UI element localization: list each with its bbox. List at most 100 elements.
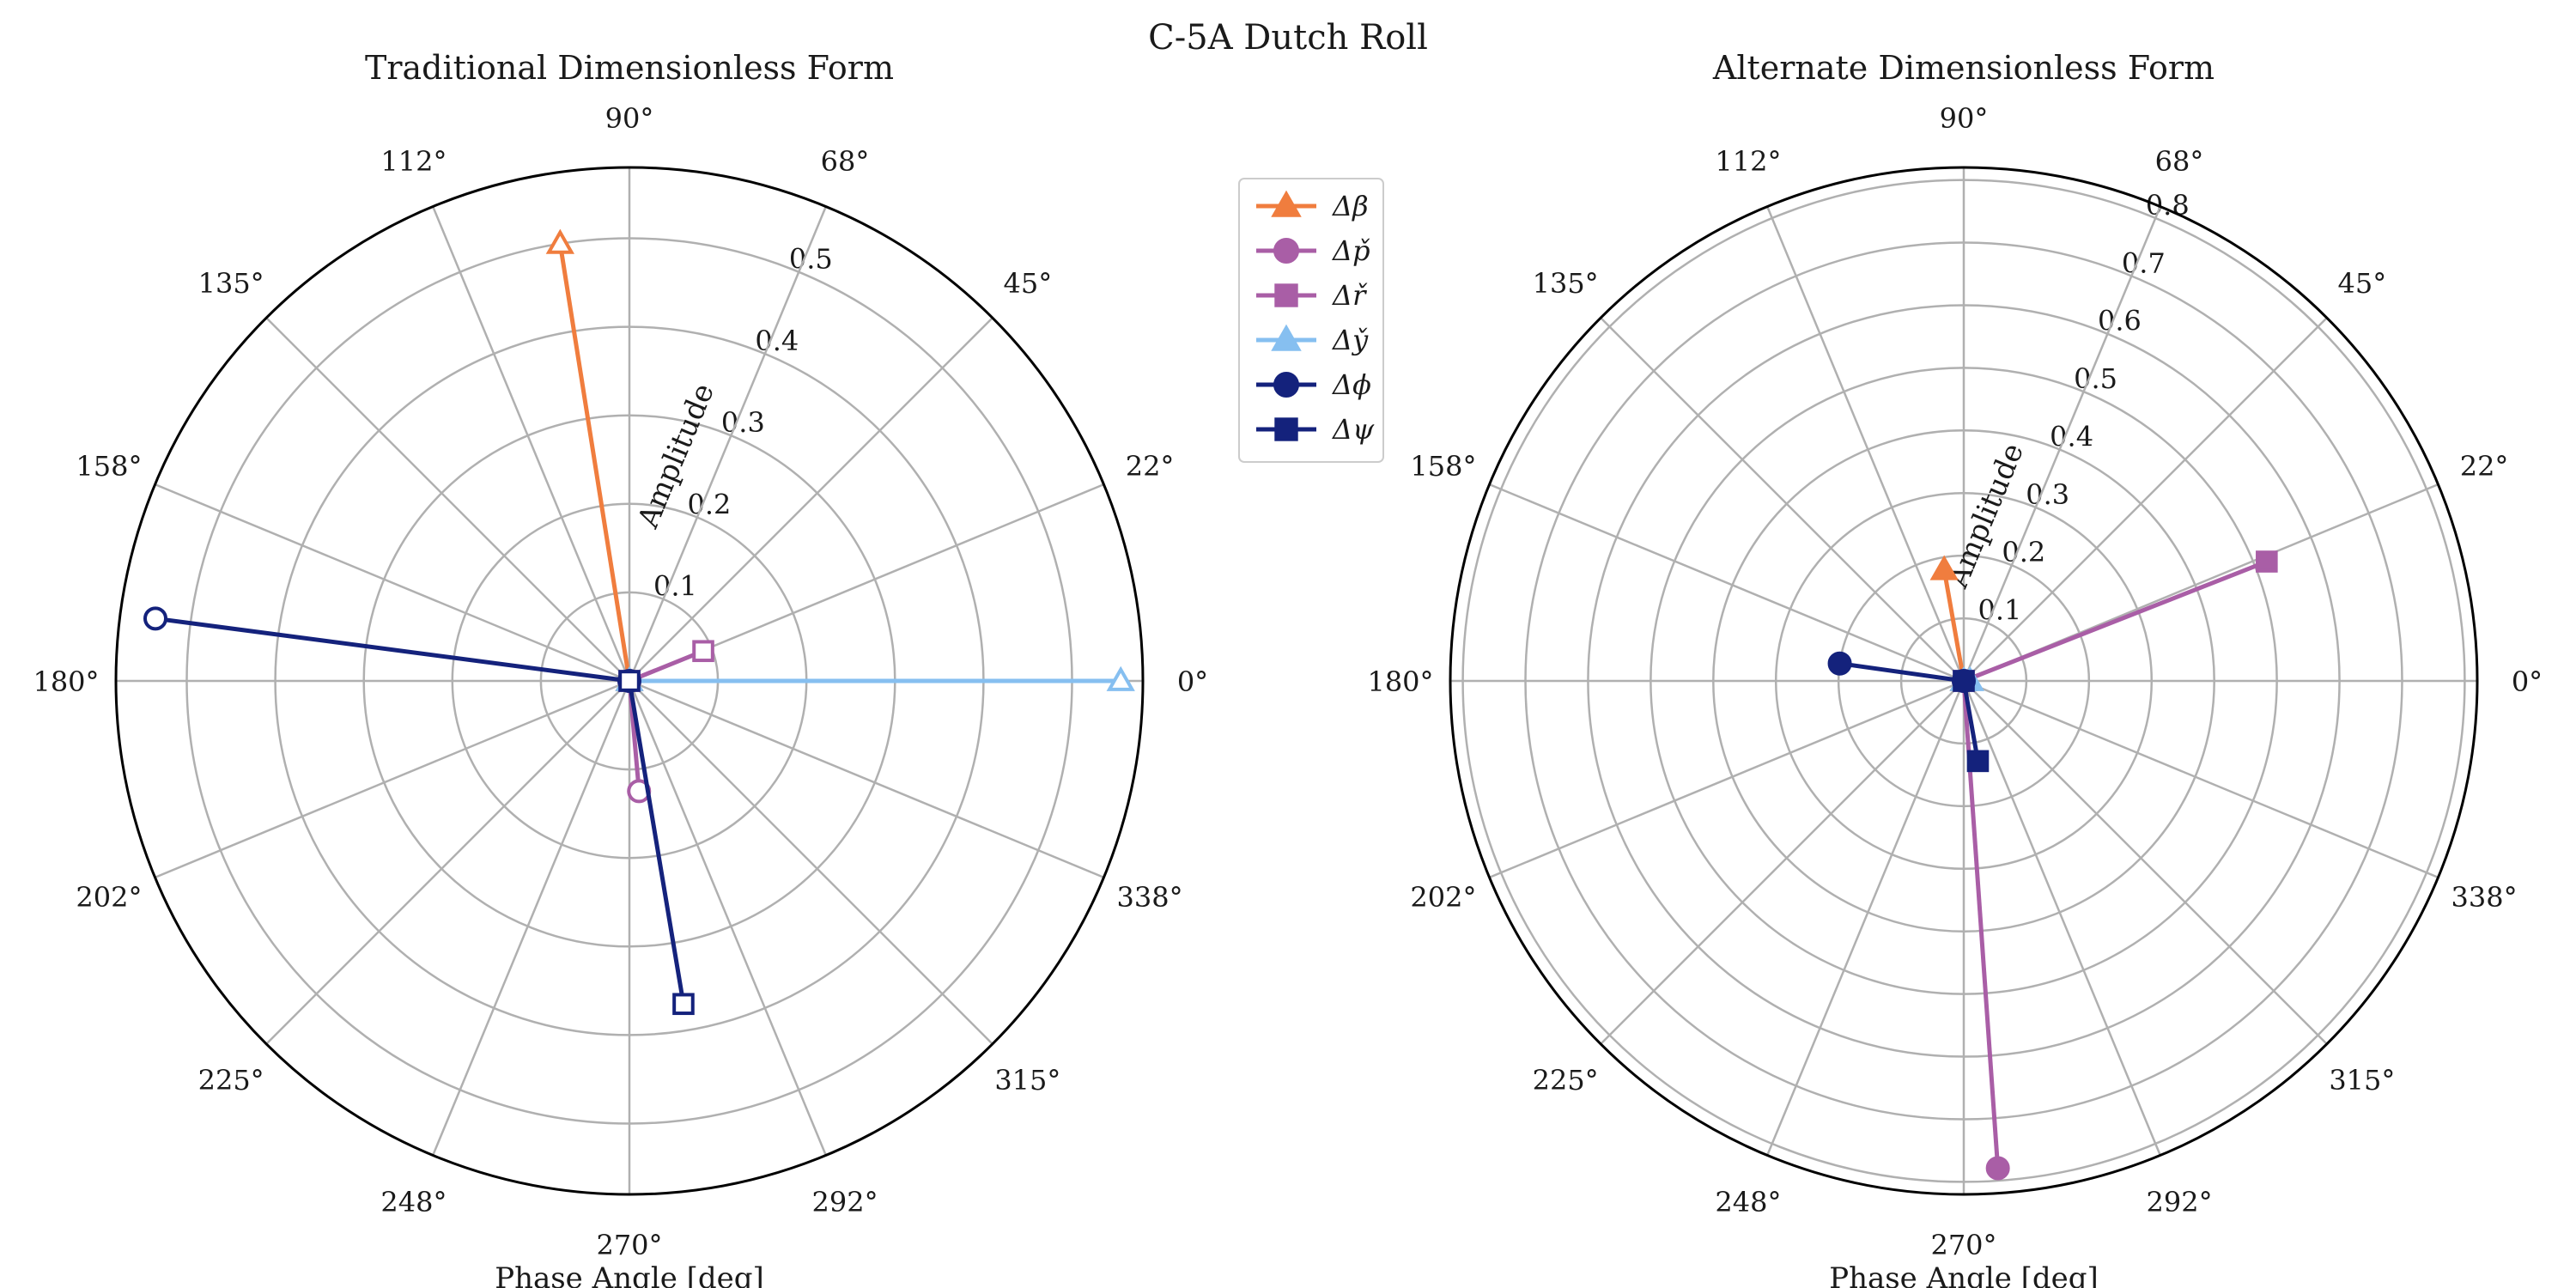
figure-title: C-5A Dutch Roll	[1148, 18, 1428, 58]
angle-tick-label: 112°	[1715, 145, 1781, 178]
point-marker-psi	[1966, 750, 1990, 773]
angular-gridline	[432, 680, 631, 1156]
angular-gridline	[1600, 317, 1965, 682]
angle-tick-label: 45°	[1004, 267, 1053, 300]
legend-marker-p	[1273, 238, 1299, 264]
series-line-r	[1963, 559, 2268, 683]
point-marker-r	[2256, 550, 2278, 573]
angle-tick-label: 315°	[994, 1064, 1060, 1097]
angle-tick-label: 135°	[198, 267, 264, 300]
angular-gridline	[1766, 680, 1965, 1156]
legend: Δβ Δp̌ Δř Δy̌ Δϕ Δψ	[1238, 178, 1384, 463]
angular-gridline	[629, 680, 993, 1045]
angular-gridline	[432, 206, 631, 682]
radial-tick-label: 0.4	[755, 325, 799, 357]
point-marker-psi	[672, 993, 695, 1016]
angular-gridline	[1963, 680, 2328, 1045]
legend-item-r: Δř	[1256, 279, 1368, 312]
angular-gridline	[1489, 679, 1965, 878]
angle-tick-label: 270°	[1930, 1229, 1996, 1261]
angle-tick-label: 158°	[76, 450, 142, 483]
radial-tick-label: 0.7	[2122, 246, 2166, 279]
polar-plot-alternate: 0.10.20.30.40.50.60.70.80°22°45°68°90°11…	[1367, 49, 2543, 1288]
legend-label: Δϕ	[1331, 368, 1371, 401]
angle-tick-label: 338°	[2451, 881, 2518, 914]
legend-label: Δψ	[1331, 413, 1375, 446]
legend-marker-beta	[1271, 190, 1302, 217]
legend-item-y: Δy̌	[1256, 324, 1369, 356]
angle-tick-label: 292°	[2147, 1186, 2213, 1218]
origin-marker-psi	[618, 670, 641, 692]
point-marker-p	[1985, 1156, 2010, 1181]
series-beta-traditional	[545, 228, 644, 691]
series-line-psi	[627, 680, 686, 1005]
series-line-r	[629, 648, 704, 683]
legend-label: Δp̌	[1331, 234, 1370, 267]
point-marker-r	[692, 640, 714, 663]
radial-axis-label: Amplitude	[1941, 439, 2031, 593]
angle-tick-label: 248°	[1715, 1186, 1781, 1218]
angular-gridline	[1766, 206, 1965, 682]
polar-plot-traditional: 0.1 0.2 0.3 0.4 0.5 0° 22° 45° 68° 90° 112° 135° 158…	[33, 49, 1208, 1288]
origin-marker-psi	[1953, 670, 1975, 692]
angle-tick-label: 112°	[380, 145, 447, 178]
legend-marker-r	[1274, 283, 1298, 307]
angle-tick-label: 0°	[2512, 665, 2543, 698]
angle-tick-label: 180°	[1367, 665, 1433, 698]
angle-tick-label: 90°	[1940, 102, 1989, 135]
angle-tick-label: 158°	[1410, 450, 1476, 483]
point-marker-phi	[1827, 651, 1852, 676]
angle-tick-label: 0°	[1177, 665, 1208, 698]
angle-tick-label: 225°	[198, 1064, 264, 1097]
series-p-alternate	[1952, 669, 2010, 1181]
angle-tick-label: 135°	[1533, 267, 1599, 300]
point-marker-y	[1106, 665, 1135, 691]
angular-gridline	[155, 483, 630, 683]
point-marker-beta	[1929, 555, 1959, 580]
angle-tick-label: 248°	[380, 1186, 447, 1218]
legend-marker-y	[1271, 324, 1302, 351]
angle-tick-label: 270°	[596, 1229, 662, 1261]
legend-label: Δř	[1331, 279, 1368, 312]
legend-item-psi: Δψ	[1256, 413, 1375, 446]
radial-tick-label: 0.1	[653, 570, 697, 603]
legend-label: Δβ	[1331, 190, 1369, 222]
series-line-beta	[1941, 569, 1966, 682]
radial-tick-label: 0.2	[2002, 536, 2045, 568]
series-line-phi	[1839, 661, 1965, 683]
point-marker-beta	[545, 228, 575, 254]
series-line-psi	[1961, 680, 1980, 762]
angular-gridline	[265, 317, 630, 682]
polar-frame	[114, 166, 1145, 1196]
point-marker-phi	[143, 606, 168, 631]
radial-tick-label: 0.2	[687, 488, 731, 520]
legend-marker-phi	[1273, 372, 1299, 398]
series-line-phi	[155, 616, 630, 683]
angular-gridline	[1600, 680, 1965, 1045]
series-y-traditional	[615, 665, 1135, 691]
angle-tick-label: 202°	[1410, 881, 1476, 914]
angular-gridline	[1963, 679, 2439, 878]
angle-tick-label: 315°	[2329, 1064, 2395, 1097]
angular-gridline	[1962, 206, 2161, 682]
angular-axis-label-alternate: Phase Angle [deg]	[1829, 1261, 2099, 1288]
angle-tick-label: 45°	[2338, 267, 2387, 300]
plot-title-alternate: Alternate Dimensionless Form	[1712, 49, 2215, 87]
angular-gridline	[1489, 483, 1965, 683]
angle-tick-label: 225°	[1533, 1064, 1599, 1097]
radial-tick-label: 0.5	[789, 243, 833, 276]
plot-title-traditional: Traditional Dimensionless Form	[365, 49, 894, 87]
angle-tick-label: 68°	[2155, 145, 2204, 178]
angle-tick-label: 68°	[821, 145, 870, 178]
radial-tick-label: 0.3	[2026, 478, 2069, 511]
angle-tick-label: 90°	[605, 102, 654, 135]
angular-gridline	[628, 680, 827, 1156]
radial-tick-label: 0.6	[2098, 305, 2142, 337]
series-psi-traditional	[618, 670, 695, 1016]
angular-gridline	[1963, 317, 2328, 682]
angular-gridline	[629, 317, 993, 682]
angular-gridline	[1962, 680, 2161, 1156]
radial-tick-label: 0.5	[2074, 362, 2117, 395]
angle-tick-label: 22°	[1126, 450, 1175, 483]
